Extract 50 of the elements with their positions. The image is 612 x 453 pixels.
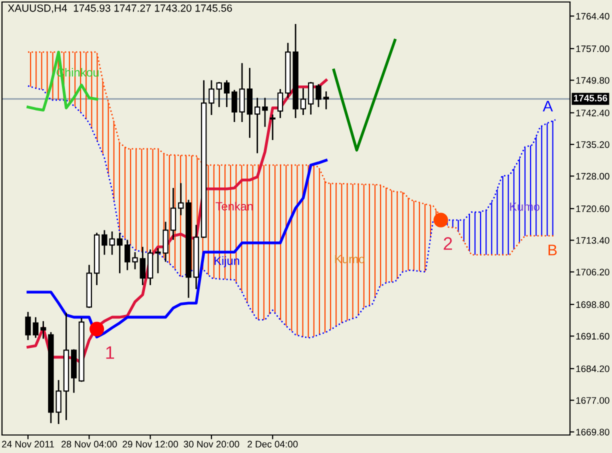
candlestick <box>170 187 176 241</box>
candlestick <box>140 246 146 286</box>
candlestick <box>270 114 276 141</box>
candlestick <box>40 320 46 340</box>
line-series <box>26 50 98 112</box>
y-tick-label: 1706.20 <box>576 268 610 276</box>
candlestick <box>316 84 322 108</box>
y-tick-label: 1691.60 <box>576 332 610 340</box>
ref-line-label: 1745.56 <box>574 94 608 102</box>
candlestick <box>239 62 245 123</box>
y-tick-label: 1720.60 <box>576 205 610 212</box>
candlestick <box>232 89 238 123</box>
y-tick-label: 1669.80 <box>576 428 610 436</box>
chart-title: XAUUSD,H4 1745.93 1747.27 1743.20 1745.56 <box>8 4 232 14</box>
x-tick-label: 30 Nov 20:00 <box>184 440 240 448</box>
candlestick <box>254 97 260 154</box>
x-tick-label: 24 Nov 2011 <box>2 440 54 448</box>
y-tick-label: 1764.40 <box>576 12 610 20</box>
y-tick-label: 1757.00 <box>576 45 610 52</box>
annotation: 2 <box>444 237 452 250</box>
y-tick-label: 1684.20 <box>576 365 610 372</box>
candlestick <box>124 239 130 271</box>
x-tick-label: 29 Nov 12:00 <box>122 440 178 448</box>
y-tick-label: 1677.00 <box>576 397 610 404</box>
y-tick-label: 1698.80 <box>576 301 610 308</box>
candlestick <box>208 80 214 116</box>
line-series <box>27 51 556 256</box>
x-tick-label: 28 Nov 04:00 <box>62 440 117 448</box>
y-tick-label: 1742.40 <box>576 110 610 116</box>
y-tick-label: 1713.40 <box>576 237 610 244</box>
candlestick <box>25 311 31 341</box>
line-series <box>332 38 396 152</box>
candlestick <box>178 182 184 216</box>
y-tick-label: 1749.80 <box>576 77 610 84</box>
annotation: 1 <box>106 346 114 359</box>
candlestick <box>277 88 284 119</box>
x-tick-label: 2 Dec 04:00 <box>248 440 298 448</box>
candlestick <box>32 316 38 339</box>
candlestick <box>308 81 314 116</box>
candlestick <box>323 90 329 110</box>
candlestick <box>216 81 222 108</box>
candlestick <box>132 251 138 270</box>
series-label: B <box>548 244 557 256</box>
y-tick-label: 1728.00 <box>576 172 610 180</box>
candlestick <box>262 97 268 128</box>
candlestick <box>224 80 230 108</box>
candlestick <box>116 232 123 274</box>
y-tick-label: 1735.20 <box>576 141 610 148</box>
candlestick <box>300 87 306 116</box>
series-label: A <box>542 100 553 112</box>
